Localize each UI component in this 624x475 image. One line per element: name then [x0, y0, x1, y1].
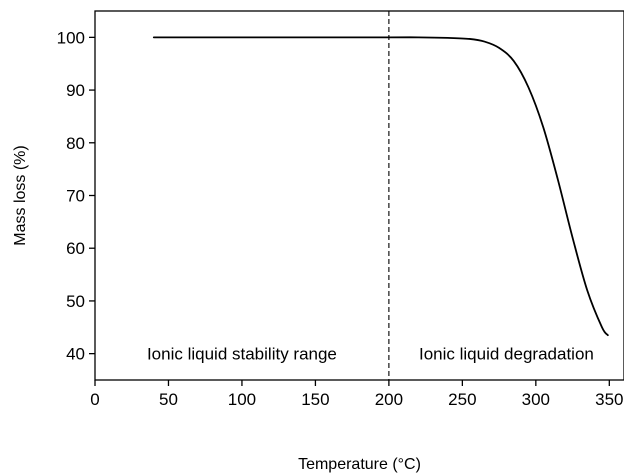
x-tick-label: 0 [90, 390, 99, 409]
x-tick-label: 100 [228, 390, 256, 409]
x-tick-label: 200 [375, 390, 403, 409]
x-tick-label: 250 [448, 390, 476, 409]
x-axis-label: Temperature (°C) [298, 456, 421, 473]
ticks: 0 50 100 150 200 250 300 350 40 50 60 70 80 90 100 [57, 28, 624, 409]
y-tick-label: 90 [66, 81, 85, 100]
mass-loss-series-line [152, 36, 609, 337]
plot-area [152, 11, 609, 380]
y-tick-label: 80 [66, 134, 85, 153]
y-axis-label: Mass loss (%) [12, 145, 29, 245]
x-tick-label: 50 [159, 390, 178, 409]
x-tick-label: 300 [522, 390, 550, 409]
annotation-degradation: Ionic liquid degradation [419, 345, 594, 364]
x-tick-label: 350 [595, 390, 623, 409]
y-tick-label: 60 [66, 239, 85, 258]
y-tick-label: 40 [66, 345, 85, 364]
plot-frame [94, 10, 624, 381]
y-tick-label: 100 [57, 28, 85, 47]
y-tick-label: 70 [66, 187, 85, 206]
annotation-stability-range: Ionic liquid stability range [147, 345, 337, 364]
x-tick-label: 150 [301, 390, 329, 409]
axes [94, 10, 624, 381]
y-tick-label: 50 [66, 292, 85, 311]
